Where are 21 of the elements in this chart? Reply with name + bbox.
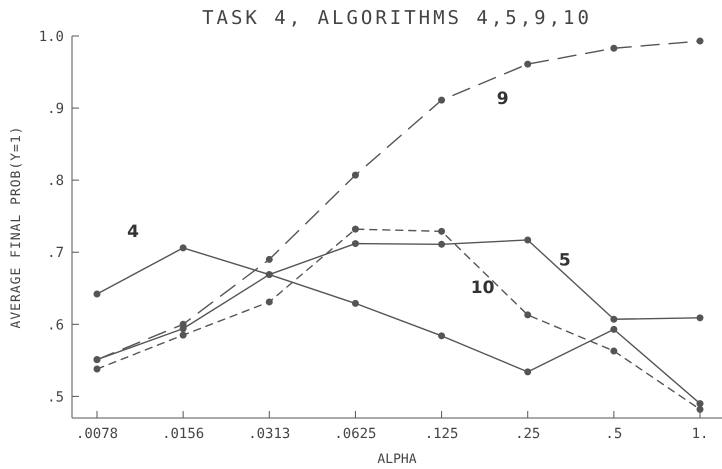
y-tick-label: .6 bbox=[47, 317, 64, 334]
y-axis-title: AVERAGE FINAL PROB(Y=1) bbox=[9, 125, 24, 329]
x-tick-label: .0625 bbox=[334, 426, 377, 442]
x-axis-title: ALPHA bbox=[377, 452, 417, 467]
y-tick-label: .7 bbox=[47, 245, 64, 262]
y-tick-label: 1.0 bbox=[38, 29, 64, 45]
x-tick-label: .0078 bbox=[76, 426, 118, 442]
y-tick-label: .8 bbox=[47, 173, 64, 190]
x-tick-label: 1. bbox=[692, 426, 708, 442]
series-label: 10 bbox=[470, 278, 495, 298]
x-tick-label: .5 bbox=[605, 426, 622, 442]
series-label: 5 bbox=[558, 250, 571, 271]
y-tick-label: .9 bbox=[47, 101, 64, 118]
y-tick-label: .5 bbox=[47, 389, 64, 406]
series-label: 4 bbox=[127, 222, 140, 242]
x-tick-label: .125 bbox=[424, 426, 458, 442]
chart-title: TASK 4, ALGORITHMS 4,5,9,10 bbox=[202, 7, 592, 29]
x-tick-label: .0313 bbox=[248, 426, 290, 442]
series-label: 9 bbox=[496, 89, 509, 110]
x-tick-label: .0156 bbox=[162, 426, 204, 442]
x-tick-label: .25 bbox=[515, 426, 540, 442]
